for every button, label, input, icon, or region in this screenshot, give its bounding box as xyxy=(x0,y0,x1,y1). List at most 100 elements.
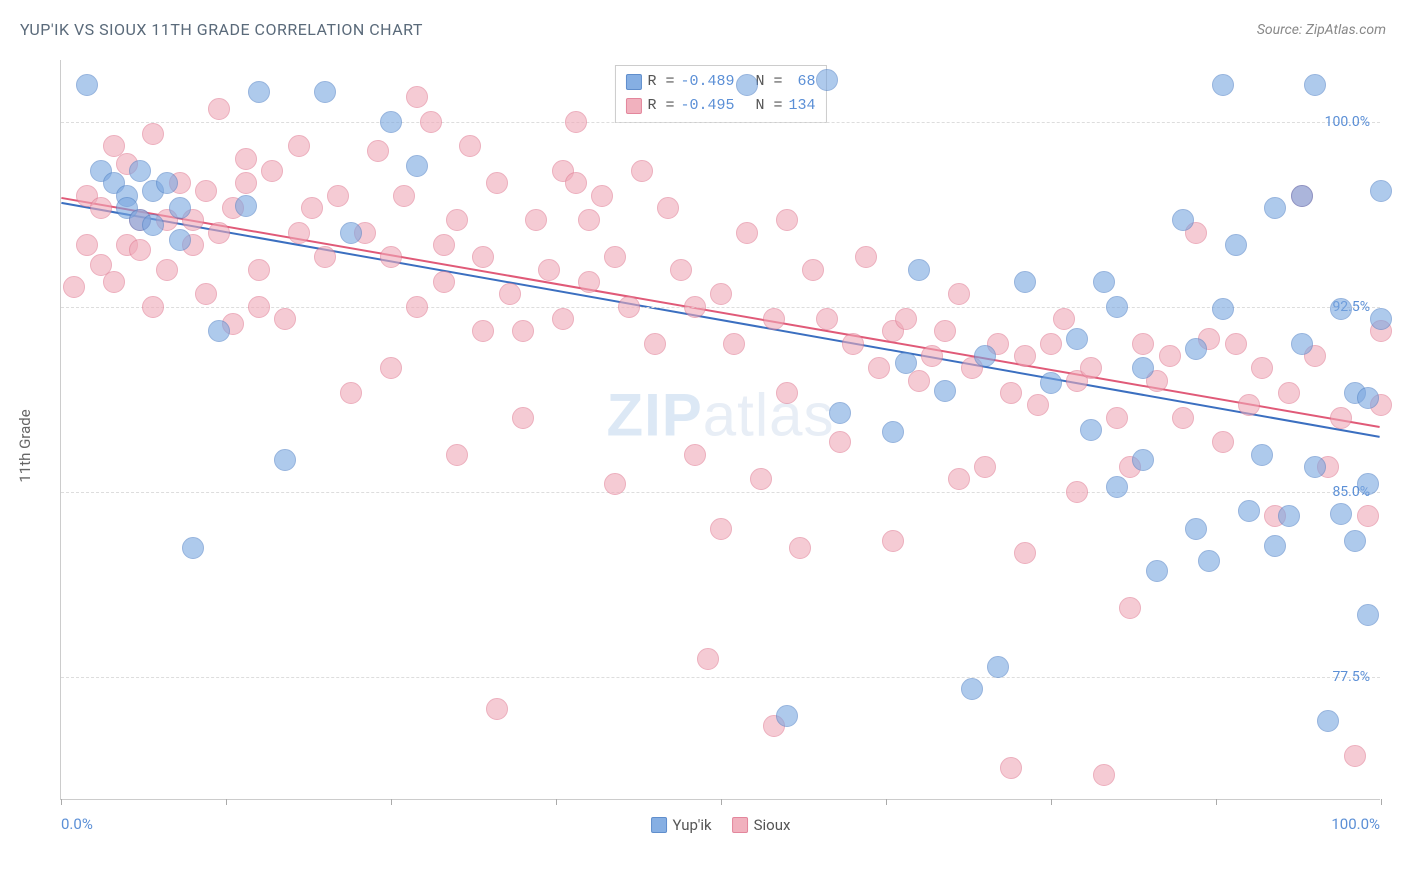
yupik-point xyxy=(1357,473,1379,495)
sioux-point xyxy=(736,222,758,244)
yupik-point xyxy=(974,345,996,367)
r-value-sioux: -0.495 xyxy=(680,94,734,118)
yupik-point xyxy=(1238,500,1260,522)
yupik-point xyxy=(156,172,178,194)
sioux-point xyxy=(499,283,521,305)
yupik-point xyxy=(829,402,851,424)
yupik-point xyxy=(274,449,296,471)
yupik-point xyxy=(1212,298,1234,320)
sioux-point xyxy=(684,444,706,466)
yupik-point xyxy=(1357,604,1379,626)
sioux-point xyxy=(948,283,970,305)
sioux-point xyxy=(1212,431,1234,453)
sioux-point xyxy=(261,160,283,182)
sioux-point xyxy=(1238,394,1260,416)
yupik-point xyxy=(169,229,191,251)
sioux-point xyxy=(380,246,402,268)
yupik-point xyxy=(1080,419,1102,441)
x-tick xyxy=(391,799,392,805)
sioux-point xyxy=(525,209,547,231)
yupik-point xyxy=(882,421,904,443)
sioux-point xyxy=(248,259,270,281)
x-axis-min-label: 0.0% xyxy=(61,815,93,833)
sioux-point xyxy=(446,209,468,231)
legend-label-sioux: Sioux xyxy=(754,816,791,834)
sioux-point xyxy=(895,308,917,330)
sioux-point xyxy=(750,468,772,490)
yupik-point xyxy=(895,352,917,374)
x-tick xyxy=(61,799,62,805)
yupik-point xyxy=(1132,449,1154,471)
scatter-plot-area: ZIPatlas R = -0.489 N = 68 R = -0.495 N … xyxy=(60,60,1380,800)
sioux-point xyxy=(1014,542,1036,564)
yupik-point xyxy=(76,74,98,96)
sioux-point xyxy=(868,357,890,379)
sioux-point xyxy=(1106,407,1128,429)
sioux-point xyxy=(406,86,428,108)
sioux-point xyxy=(974,456,996,478)
sioux-point xyxy=(90,197,112,219)
sioux-point xyxy=(1027,394,1049,416)
sioux-point xyxy=(578,209,600,231)
sioux-point xyxy=(723,333,745,355)
yupik-point xyxy=(1304,74,1326,96)
yupik-point xyxy=(1278,505,1300,527)
sioux-point xyxy=(1278,382,1300,404)
sioux-point xyxy=(235,148,257,170)
sioux-point xyxy=(670,259,692,281)
sioux-point xyxy=(393,185,415,207)
sioux-point xyxy=(921,345,943,367)
sioux-point xyxy=(1000,382,1022,404)
sioux-point xyxy=(1040,333,1062,355)
x-tick xyxy=(556,799,557,805)
sioux-point xyxy=(248,296,270,318)
sioux-point xyxy=(1132,333,1154,355)
yupik-point xyxy=(1264,197,1286,219)
sioux-point xyxy=(842,333,864,355)
sioux-point xyxy=(604,246,626,268)
swatch-yupik xyxy=(625,74,641,90)
sioux-point xyxy=(63,276,85,298)
yupik-point xyxy=(1146,560,1168,582)
sioux-point xyxy=(855,246,877,268)
swatch-sioux xyxy=(625,98,641,114)
sioux-point xyxy=(816,308,838,330)
sioux-point xyxy=(604,473,626,495)
gridline xyxy=(61,677,1380,678)
sioux-point xyxy=(1080,357,1102,379)
sioux-point xyxy=(948,468,970,490)
sioux-point xyxy=(512,407,534,429)
sioux-point xyxy=(684,296,706,318)
sioux-point xyxy=(195,180,217,202)
x-tick xyxy=(226,799,227,805)
sioux-point xyxy=(327,185,349,207)
yupik-point xyxy=(1014,271,1036,293)
yupik-point xyxy=(961,678,983,700)
sioux-point xyxy=(512,320,534,342)
trend-lines xyxy=(61,60,1380,799)
sioux-point xyxy=(156,259,178,281)
sioux-point xyxy=(882,530,904,552)
sioux-point xyxy=(301,197,323,219)
legend-label-yupik: Yup'ik xyxy=(673,816,712,834)
sioux-point xyxy=(1066,481,1088,503)
sioux-point xyxy=(763,308,785,330)
x-tick xyxy=(1051,799,1052,805)
yupik-point xyxy=(208,320,230,342)
sioux-point xyxy=(829,431,851,453)
yupik-point xyxy=(182,537,204,559)
sioux-point xyxy=(1251,357,1273,379)
sioux-point xyxy=(1225,333,1247,355)
sioux-point xyxy=(1357,505,1379,527)
yupik-point xyxy=(129,160,151,182)
yupik-point xyxy=(1330,298,1352,320)
yupik-point xyxy=(1066,328,1088,350)
gridline xyxy=(61,122,1380,123)
legend-row-sioux: R = -0.495 N = 134 xyxy=(625,94,815,118)
yupik-point xyxy=(1106,296,1128,318)
sioux-point xyxy=(129,239,151,261)
yupik-point xyxy=(169,197,191,219)
legend-row-yupik: R = -0.489 N = 68 xyxy=(625,70,815,94)
sioux-point xyxy=(472,320,494,342)
yupik-point xyxy=(1198,550,1220,572)
